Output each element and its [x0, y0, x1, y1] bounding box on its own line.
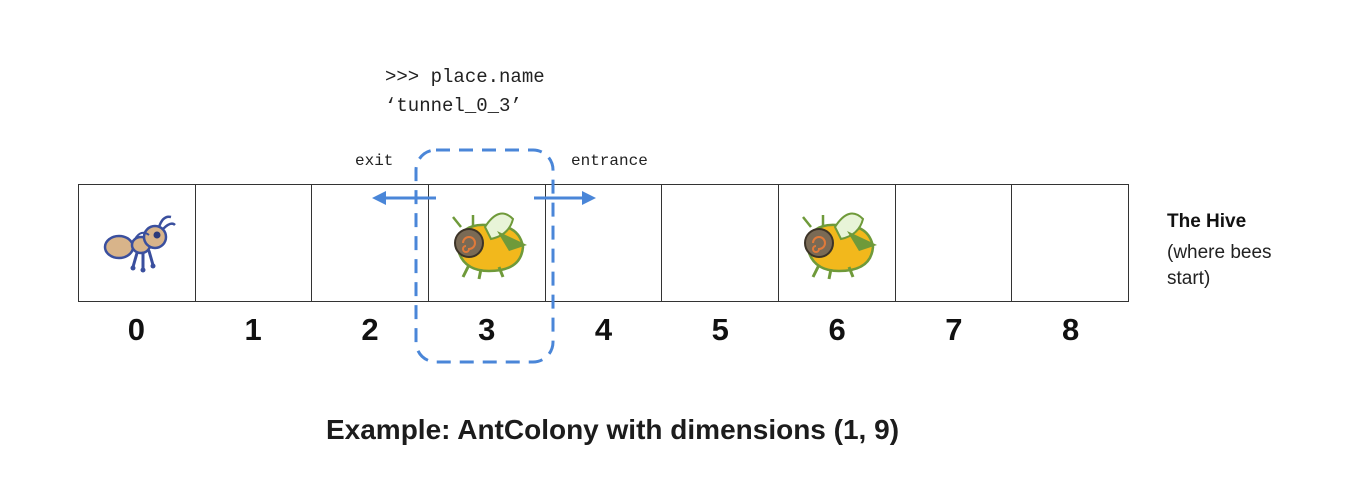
cell-index: 4	[594, 312, 613, 347]
cell-index: 2	[361, 312, 379, 347]
cell-index: 8	[1062, 312, 1080, 347]
tunnel-cell	[546, 185, 663, 301]
tunnel-cell	[196, 185, 313, 301]
hive-subtitle: (where bees start)	[1167, 242, 1272, 289]
cell-index: 0	[127, 312, 146, 347]
cell-index-row: 0 1 2 3 4 5 6 7 8	[78, 312, 1129, 348]
tunnel-cell	[896, 185, 1013, 301]
entrance-label: entrance	[571, 152, 648, 170]
figure-caption: Example: AntColony with dimensions (1, 9…	[325, 414, 900, 445]
exit-arrow	[372, 191, 436, 205]
cell-index: 6	[828, 312, 846, 347]
bee-icon	[451, 212, 527, 280]
ant-icon	[103, 215, 176, 273]
hive-title: The Hive	[1167, 211, 1247, 232]
tunnel-cell	[662, 185, 780, 301]
tunnel-row	[78, 184, 1129, 302]
tunnel-cell	[79, 185, 196, 301]
entrance-arrow	[534, 191, 596, 205]
tunnel-cell	[779, 185, 896, 301]
cell-index: 5	[711, 312, 729, 347]
tunnel-cell	[312, 185, 430, 301]
code-prompt-line: >>> place.name	[385, 66, 545, 88]
cell-index: 3	[478, 312, 496, 347]
tunnel-cell	[429, 185, 546, 301]
bee-icon	[801, 212, 877, 280]
code-output-line: ‘tunnel_0_3’	[385, 95, 522, 117]
cell-index: 7	[945, 312, 963, 347]
cell-index: 1	[244, 312, 262, 347]
highlight-box	[414, 148, 555, 364]
exit-label: exit	[355, 152, 394, 170]
